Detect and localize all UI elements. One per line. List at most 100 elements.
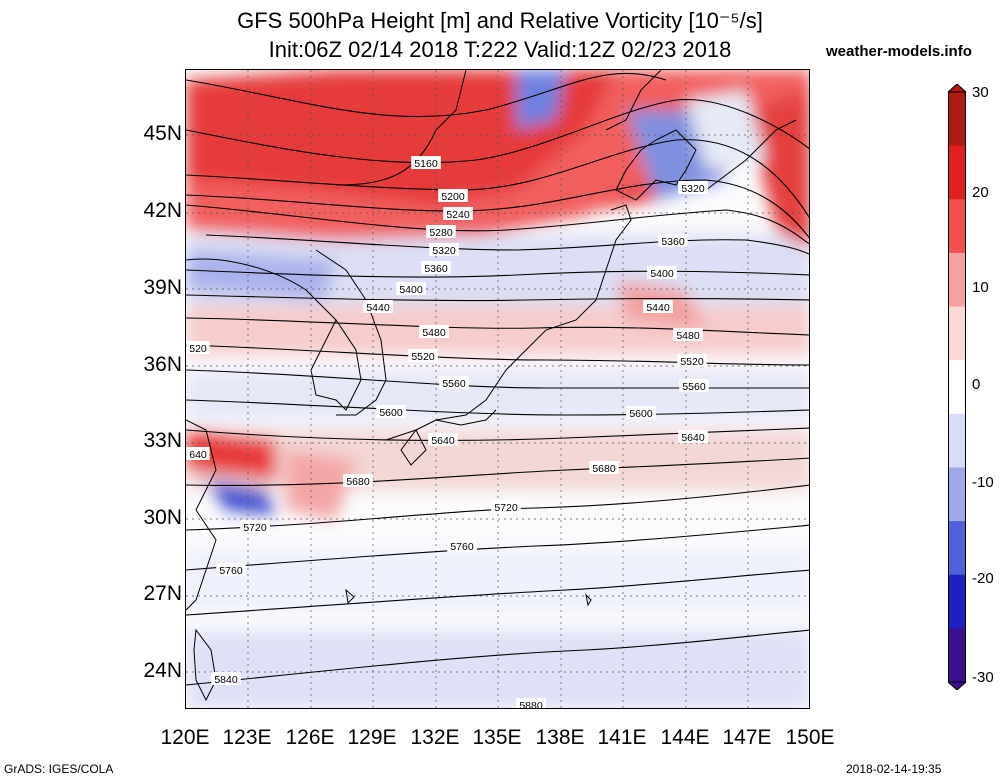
- lon-tick-150e: 150E: [785, 726, 835, 749]
- lon-tick-132e: 132E: [410, 726, 460, 749]
- lon-tick-126e: 126E: [285, 726, 335, 749]
- colorbar-swatch: [948, 199, 966, 254]
- contour-label: 5240: [446, 209, 470, 221]
- colorbar-label-10: 10: [972, 279, 989, 296]
- lon-tick-123e: 123E: [222, 726, 272, 749]
- contour-label: 5760: [219, 565, 243, 577]
- contour-label: 5440: [646, 302, 670, 314]
- contour-label: 5480: [422, 327, 446, 339]
- contour-label-bg: [411, 156, 441, 169]
- lon-tick-135e: 135E: [472, 726, 522, 749]
- contour-label: 640: [189, 449, 207, 461]
- contour-label-bg: [447, 539, 477, 552]
- contour-label: 5600: [379, 407, 403, 419]
- contour-label-bg: [396, 282, 426, 295]
- colorbar-swatch: [948, 145, 966, 200]
- contour-label-bg: [516, 698, 546, 708]
- colorbar-label-20: 20: [972, 184, 989, 201]
- contour-label-bg: [426, 225, 456, 238]
- contour-label-bg: [429, 243, 459, 256]
- contour-label: 5560: [442, 378, 466, 390]
- contour-label: 5320: [432, 245, 456, 257]
- contour-label-bg: [443, 207, 473, 220]
- colorbar-swatch: [948, 413, 966, 468]
- contour-label-bg: [678, 181, 708, 194]
- contour-label: 5360: [661, 236, 685, 248]
- colorbar-top-arrow: [948, 84, 966, 93]
- contour-label: 5360: [424, 263, 448, 275]
- contour-labels: 5160520052405280532053605400544054805520…: [186, 156, 709, 709]
- contour-label: 5160: [414, 158, 438, 170]
- contour-label-bg: [589, 461, 619, 474]
- chart-title: GFS 500hPa Height [m] and Relative Vorti…: [237, 8, 763, 33]
- contour-label-bg: [186, 447, 210, 460]
- lat-tick-45n: 45N: [143, 122, 182, 145]
- contour-label-bg: [428, 433, 458, 446]
- colorbar-bottom-arrow: [948, 681, 966, 690]
- contour-label: 5400: [399, 284, 423, 296]
- colorbar-swatch: [948, 521, 966, 576]
- lon-tick-138e: 138E: [535, 726, 585, 749]
- contour-label: 5200: [441, 191, 465, 203]
- contour-label: 5680: [346, 476, 370, 488]
- contour-label-bg: [679, 379, 709, 392]
- lon-tick-141e: 141E: [597, 726, 647, 749]
- footer-timestamp: 2018-02-14-19:35: [846, 762, 942, 776]
- contour-label: 5520: [680, 356, 704, 368]
- contour-label-bg: [626, 406, 656, 419]
- contour-label-bg: [658, 234, 688, 247]
- lon-tick-144e: 144E: [660, 726, 710, 749]
- colorbar-swatch: [948, 628, 966, 683]
- contour-label-bg: [491, 500, 521, 513]
- colorbar-label-0: 0: [972, 376, 981, 393]
- contour-label: 5440: [366, 302, 390, 314]
- contour-label: 5280: [429, 227, 453, 239]
- contour-label-bg: [678, 430, 708, 443]
- contour-label-bg: [216, 563, 246, 576]
- map-panel: 5160 5200 5240 5280 5320 5360 5400 5440 5480 5520…: [185, 69, 810, 709]
- colorbar-label-neg20: -20: [972, 570, 994, 587]
- contour-label-bg: [343, 474, 373, 487]
- chart-subtitle: Init:06Z 02/14 2018 T:222 Valid:12Z 02/2…: [268, 37, 732, 62]
- contour-label: 5480: [676, 330, 700, 342]
- colorbar-swatch: [948, 306, 966, 361]
- contour-label-bg: [419, 325, 449, 338]
- contour-label: 5640: [431, 435, 455, 447]
- colorbar-swatch: [948, 360, 966, 415]
- contour-label: 5720: [243, 522, 267, 534]
- contour-label: 520: [189, 343, 207, 355]
- lon-tick-147e: 147E: [722, 726, 772, 749]
- contour-label-bg: [211, 672, 241, 685]
- lon-tick-129e: 129E: [347, 726, 397, 749]
- contour-label-bg: [376, 405, 406, 418]
- lat-tick-36n: 36N: [143, 353, 182, 376]
- lat-tick-33n: 33N: [143, 429, 182, 452]
- contour-label-bg: [186, 341, 210, 354]
- contour-label: 5840: [214, 674, 238, 686]
- colorbar-swatch: [948, 252, 966, 308]
- footer-credit: GrADS: IGES/COLA: [4, 762, 114, 776]
- colorbar-swatch: [948, 467, 966, 522]
- lon-tick-120e: 120E: [160, 726, 210, 749]
- contour-label-bg: [647, 266, 677, 279]
- height-contours: [186, 72, 809, 686]
- contour-label: 5760: [450, 541, 474, 553]
- colorbar: [948, 84, 966, 690]
- colorbar-swatch: [948, 92, 966, 147]
- contour-label-bg: [408, 349, 438, 362]
- lat-tick-39n: 39N: [143, 276, 182, 299]
- site-label: weather-models.info: [826, 43, 972, 60]
- lat-tick-30n: 30N: [143, 506, 182, 529]
- contour-label-bg: [439, 376, 469, 389]
- colorbar-label-neg30: -30: [972, 669, 994, 686]
- contour-label-bg: [438, 189, 468, 202]
- contour-label: 5880: [519, 700, 543, 709]
- contour-label-bg: [421, 261, 451, 274]
- contour-label: 5400: [650, 268, 674, 280]
- contour-label: 5680: [592, 463, 616, 475]
- lat-tick-42n: 42N: [143, 199, 182, 222]
- contour-label: 5520: [411, 351, 435, 363]
- contour-label-bg: [677, 354, 707, 367]
- contour-label: 5720: [494, 502, 518, 514]
- contour-label: 5640: [681, 432, 705, 444]
